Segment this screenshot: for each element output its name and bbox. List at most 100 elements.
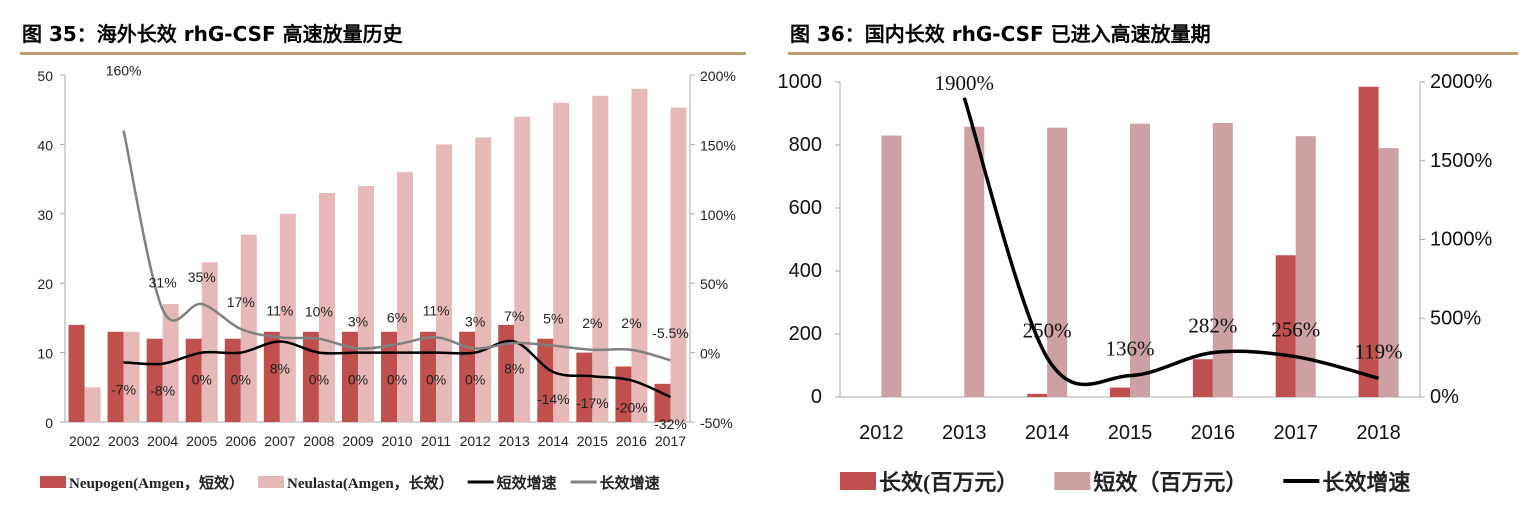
x-tick-label: 2015 xyxy=(1108,422,1153,444)
x-tick-label: 2015 xyxy=(577,433,608,449)
y2-tick-label: 0% xyxy=(1430,386,1459,408)
bar-2018 xyxy=(1358,86,1379,397)
data-label: 1900% xyxy=(935,71,995,95)
data-label: -17% xyxy=(576,395,609,411)
chart-36-title: 图 36：国内长效 rhG-CSF 已进入高速放量期 xyxy=(790,22,1211,46)
y-tick-label: 0 xyxy=(45,415,53,431)
data-label: 3% xyxy=(465,313,485,329)
bar-2016 xyxy=(631,88,648,422)
legend-swatch xyxy=(1054,472,1091,490)
legend-label: Neulasta(Amgen，长效） xyxy=(287,474,454,492)
bar-2003 xyxy=(123,331,140,422)
data-label: 0% xyxy=(309,372,329,388)
bar-2006 xyxy=(240,234,257,422)
y-tick-label: 50 xyxy=(37,68,53,84)
y-tick-label: 10 xyxy=(37,346,53,362)
legend-label: 长效增速 xyxy=(1322,470,1410,495)
y-tick-label: 1000 xyxy=(778,71,823,93)
bar-2009 xyxy=(357,186,374,422)
x-tick-label: 2007 xyxy=(264,433,295,449)
data-label: 0% xyxy=(387,372,407,388)
y-tick-label: 0 xyxy=(811,386,822,408)
data-label: 282% xyxy=(1188,314,1237,338)
legend-label: 短效增速 xyxy=(497,474,557,492)
data-label: 5% xyxy=(543,311,563,327)
bar-2009 xyxy=(341,331,358,422)
y2-tick-label: 1000% xyxy=(1430,229,1492,251)
data-label: 7% xyxy=(504,308,524,324)
data-label: 160% xyxy=(106,63,142,79)
growth-line xyxy=(962,97,1380,387)
y-tick-label: 20 xyxy=(37,276,53,292)
data-label: -5.5% xyxy=(652,325,689,341)
x-tick-label: 2014 xyxy=(1025,422,1070,444)
x-tick-label: 2012 xyxy=(460,433,491,449)
bar-2013 xyxy=(964,126,985,397)
data-label: -32% xyxy=(654,416,687,432)
x-tick-label: 2014 xyxy=(538,433,569,449)
data-label: -7% xyxy=(111,381,136,397)
bar-2013 xyxy=(498,324,515,422)
bar-2015 xyxy=(1130,123,1150,397)
x-tick-label: 2006 xyxy=(225,433,256,449)
data-label: 6% xyxy=(387,309,407,325)
x-tick-label: 2010 xyxy=(381,433,412,449)
data-label: 31% xyxy=(149,275,177,291)
y-tick-label: 200 xyxy=(789,323,822,345)
x-tick-label: 2009 xyxy=(342,433,373,449)
bar-2014 xyxy=(1047,127,1068,398)
data-label: 256% xyxy=(1271,318,1320,342)
bar-2017 xyxy=(1295,136,1316,397)
data-label: 0% xyxy=(426,372,446,388)
y2-tick-label: 200% xyxy=(700,68,736,84)
data-label: -20% xyxy=(615,399,648,415)
y2-tick-label: -50% xyxy=(700,415,733,431)
y-tick-label: 400 xyxy=(789,260,822,282)
bar-2007 xyxy=(263,331,280,422)
bar-2018 xyxy=(1378,148,1399,397)
bar-2003 xyxy=(107,331,124,422)
legend-label: Neupogen(Amgen，短效） xyxy=(69,474,244,492)
data-label: 3% xyxy=(348,313,368,329)
bar-2005 xyxy=(201,262,218,422)
data-label: 11% xyxy=(423,302,450,318)
bar-2014 xyxy=(1027,393,1048,397)
growth-line xyxy=(122,130,671,362)
data-label: 0% xyxy=(231,372,251,388)
legend-swatch xyxy=(258,476,284,488)
bar-2013 xyxy=(514,116,531,422)
legend-label: 短效（百万元） xyxy=(1093,470,1247,495)
data-label: 35% xyxy=(188,269,216,285)
bar-2016 xyxy=(1192,359,1213,397)
x-tick-label: 2013 xyxy=(499,433,530,449)
data-label: 0% xyxy=(192,372,212,388)
title-divider xyxy=(20,52,746,55)
data-label: 2% xyxy=(582,315,602,331)
data-label: 136% xyxy=(1106,337,1155,361)
y-tick-label: 30 xyxy=(37,207,53,223)
x-tick-label: 2016 xyxy=(616,433,647,449)
bar-2014 xyxy=(553,102,570,422)
x-tick-label: 2003 xyxy=(108,433,139,449)
data-label: 17% xyxy=(227,294,255,310)
x-tick-label: 2005 xyxy=(186,433,217,449)
data-label: 2% xyxy=(621,315,641,331)
bar-2017 xyxy=(1275,255,1296,397)
x-tick-label: 2016 xyxy=(1191,422,1236,444)
y-tick-label: 800 xyxy=(789,134,822,156)
chart-35-title: 图 35：海外长效 rhG-CSF 高速放量历史 xyxy=(22,22,403,46)
bar-2002 xyxy=(84,387,101,422)
x-tick-label: 2013 xyxy=(942,422,987,444)
bar-2017 xyxy=(654,383,671,422)
x-tick-label: 2017 xyxy=(1273,422,1318,444)
y2-tick-label: 500% xyxy=(1430,307,1481,329)
y2-tick-label: 150% xyxy=(700,137,736,153)
bar-2016 xyxy=(1212,122,1233,397)
data-label: 10% xyxy=(305,304,333,320)
y-tick-label: 600 xyxy=(789,197,822,219)
bar-2011 xyxy=(420,331,437,422)
y2-tick-label: 2000% xyxy=(1430,71,1492,93)
bar-2007 xyxy=(279,213,296,422)
growth-line xyxy=(123,339,671,399)
